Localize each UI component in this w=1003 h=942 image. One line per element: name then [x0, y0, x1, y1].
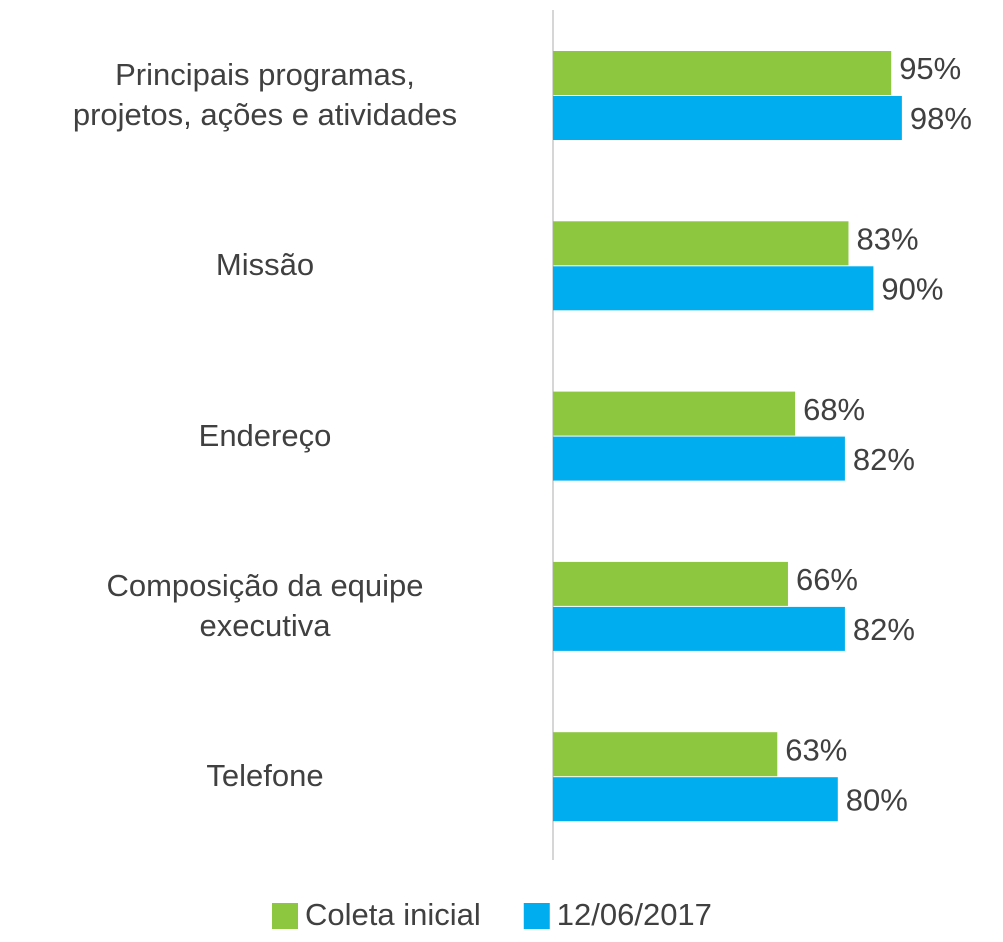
bar — [553, 221, 849, 266]
category-label: Composição da equipe executiva — [106, 567, 424, 643]
bar — [553, 51, 892, 95]
legend-label: Coleta inicial — [305, 897, 481, 932]
category-label: Principais programas, projetos, ações e … — [72, 57, 458, 132]
bar — [553, 777, 838, 822]
value-label: 83% — [856, 221, 918, 256]
category-label: Missão — [215, 247, 315, 283]
bar — [553, 96, 902, 140]
value-label: 68% — [803, 392, 865, 427]
bar — [553, 391, 796, 436]
value-label: 98% — [910, 101, 972, 136]
bar — [553, 561, 788, 606]
value-label: 82% — [853, 612, 915, 647]
bar — [553, 606, 845, 651]
legend-label: 12/06/2017 — [557, 897, 712, 932]
category-label: Endereço — [198, 417, 332, 453]
value-label: 66% — [796, 562, 858, 597]
category-label: Telefone — [206, 758, 324, 794]
bar — [553, 266, 874, 311]
value-label: 63% — [785, 732, 847, 767]
bar — [553, 436, 845, 481]
legend-swatch — [523, 903, 550, 929]
value-label: 90% — [881, 271, 943, 306]
value-label: 80% — [846, 782, 908, 817]
legend-swatch — [272, 903, 298, 929]
value-label: 82% — [853, 442, 915, 477]
bar — [553, 732, 778, 777]
value-label: 95% — [899, 51, 961, 86]
